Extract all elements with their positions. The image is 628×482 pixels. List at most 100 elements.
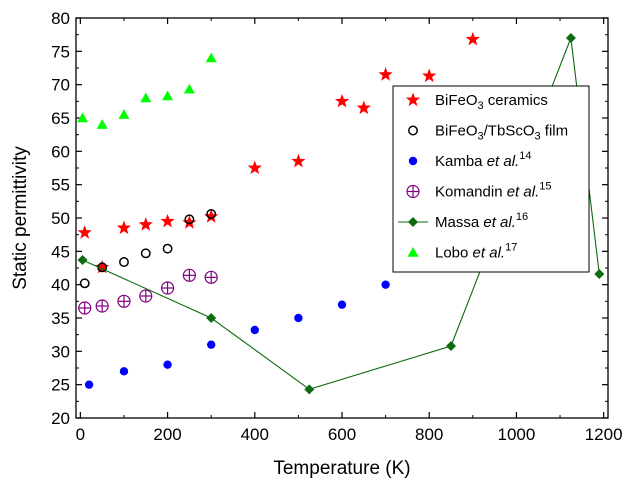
star-marker-shape <box>247 160 262 175</box>
data-point-filled-circle <box>119 367 129 376</box>
star-marker-shape <box>182 215 197 229</box>
star-marker-shape <box>138 217 153 231</box>
data-point-filled-circle <box>250 325 259 335</box>
open-circle-marker-shape <box>206 209 217 219</box>
legend-marker <box>406 184 420 199</box>
data-point-triangle <box>77 112 89 123</box>
legend-label-superscript: 14 <box>519 150 531 162</box>
legend-entry: Massa et al.16 <box>398 211 528 231</box>
legend-label-subscript: 3 <box>478 131 484 143</box>
x-tick-label: 1000 <box>498 425 536 444</box>
data-point-star <box>356 100 371 115</box>
legend-label-italic: et al. <box>483 214 516 231</box>
series-star <box>77 31 480 274</box>
star-marker-shape <box>356 100 371 115</box>
diamond-marker-shape <box>77 255 88 265</box>
legend-entry: Lobo et al.17 <box>407 242 517 262</box>
legend-label-superscript: 17 <box>505 242 517 254</box>
series-diamond <box>77 33 605 395</box>
legend-label-italic: et al. <box>473 245 506 262</box>
legend-entry: BiFeO3 ceramics <box>405 92 548 112</box>
open-circle-marker-shape <box>408 125 418 136</box>
data-point-circle-plus <box>204 270 218 284</box>
legend-entry: Kamba et al.14 <box>408 150 531 170</box>
legend-label: BiFeO3 ceramics <box>435 92 548 112</box>
data-point-diamond <box>304 384 315 395</box>
data-point-open-circle <box>140 248 151 259</box>
data-point-open-circle <box>206 209 217 219</box>
data-point-triangle <box>140 92 152 103</box>
data-point-open-circle <box>79 278 90 289</box>
x-tick-label: 0 <box>76 425 85 444</box>
data-point-star <box>247 160 262 175</box>
filled-circle-marker-shape <box>163 360 172 369</box>
data-point-triangle <box>183 83 195 94</box>
filled-circle-marker-shape <box>294 313 303 323</box>
data-point-circle-plus <box>95 299 109 313</box>
open-circle-marker-shape <box>119 257 129 267</box>
star-marker-shape <box>465 31 480 46</box>
y-tick-label: 30 <box>51 342 70 361</box>
y-axis-title: Static permittivity <box>10 146 31 290</box>
legend-label-text: BiFeO <box>435 92 478 109</box>
data-point-triangle <box>162 90 174 101</box>
y-tick-label: 80 <box>51 9 70 28</box>
open-circle-marker-shape <box>140 248 151 259</box>
data-point-star <box>465 31 480 46</box>
data-point-star <box>95 259 110 274</box>
triangle-marker-shape <box>77 112 89 123</box>
data-point-star <box>182 215 197 229</box>
legend-label-text: ceramics <box>484 92 548 109</box>
data-point-filled-circle <box>294 313 303 323</box>
star-marker-shape <box>378 67 393 81</box>
triangle-marker-shape <box>162 90 174 101</box>
legend-marker <box>407 247 419 257</box>
data-point-diamond <box>77 255 88 265</box>
data-point-diamond <box>565 33 576 43</box>
x-tick-label: 600 <box>328 425 356 444</box>
legend-label-text: BiFeO <box>435 123 478 140</box>
diamond-marker-shape <box>565 33 576 43</box>
star-marker-shape <box>116 220 132 235</box>
data-point-star <box>204 209 219 223</box>
legend-entry: Komandin et al.15 <box>406 181 552 201</box>
filled-circle-marker-shape <box>337 300 347 309</box>
data-point-star <box>422 68 437 83</box>
y-tick-label: 65 <box>51 109 70 128</box>
filled-circle-marker-shape <box>250 325 259 335</box>
legend-label: Kamba et al.14 <box>435 150 531 170</box>
legend-box <box>392 85 590 273</box>
x-tick-label: 200 <box>153 425 181 444</box>
legend-label: Massa et al.16 <box>435 211 528 231</box>
legend-label-italic: et al. <box>487 153 520 170</box>
legend-label-text: Massa <box>435 214 483 231</box>
legend-label-text: /TbScO <box>484 123 535 140</box>
data-point-diamond <box>206 313 217 323</box>
legend-label-text: Komandin <box>435 184 507 201</box>
data-point-open-circle <box>162 243 173 254</box>
data-point-filled-circle <box>337 300 347 309</box>
tick-layer: 0 200 400 600 800 1000 1200 20 25 30 35 40 45 50 55 60 6… <box>51 9 622 444</box>
legend-label: Komandin et al.15 <box>435 181 552 201</box>
data-point-filled-circle <box>163 360 172 369</box>
y-tick-label: 40 <box>51 276 70 295</box>
data-point-star <box>334 93 350 108</box>
filled-circle-marker-shape <box>84 380 94 389</box>
triangle-marker-shape <box>407 247 419 257</box>
star-marker-shape <box>334 93 350 108</box>
triangle-marker-shape <box>183 83 195 94</box>
legend-label-text: Kamba <box>435 153 487 170</box>
legend-label-superscript: 16 <box>516 211 528 223</box>
data-point-circle-plus <box>117 294 131 308</box>
data-point-open-circle <box>119 257 129 267</box>
diamond-marker-shape <box>446 341 457 351</box>
data-point-triangle <box>118 109 130 119</box>
legend-label-superscript: 15 <box>539 181 551 193</box>
y-tick-label: 20 <box>51 409 70 428</box>
data-point-diamond <box>594 269 605 279</box>
legend-marker <box>408 156 418 166</box>
diamond-marker-shape <box>408 217 418 227</box>
x-axis-title: Temperature (K) <box>273 458 410 479</box>
series-triangle <box>77 52 217 129</box>
